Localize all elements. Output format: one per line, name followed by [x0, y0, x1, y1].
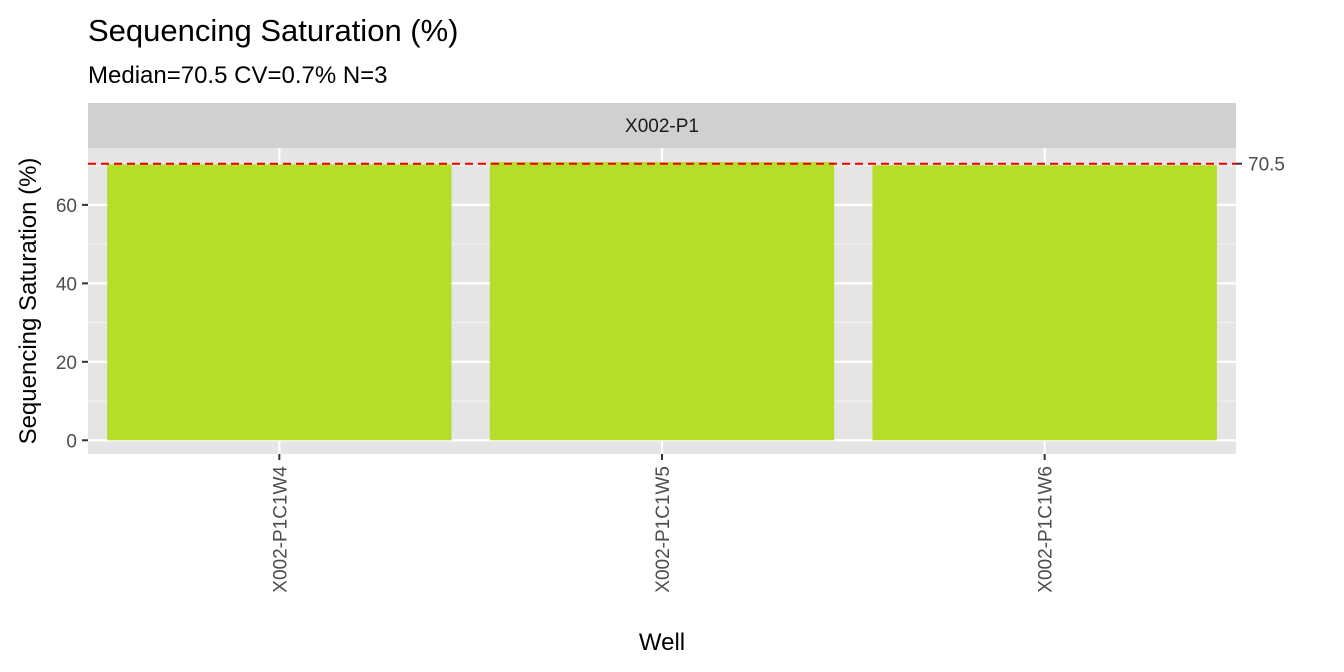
- y-axis: 0 20 40 60: [56, 196, 88, 452]
- x-axis: X002-P1C1W4 X002-P1C1W5 X002-P1C1W6: [270, 454, 1057, 593]
- x-axis-title: Well: [639, 629, 685, 656]
- x-tick-label: X002-P1C1W4: [270, 466, 291, 593]
- median-label: 70.5: [1248, 155, 1285, 176]
- facet-strip: [88, 103, 1236, 148]
- y-tick-label: 20: [56, 353, 77, 374]
- y-tick-label: 40: [56, 274, 77, 295]
- bars: [107, 162, 1217, 441]
- facet-strip-label: X002-P1: [625, 116, 699, 137]
- y-axis-title: Sequencing Saturation (%): [15, 158, 42, 445]
- reference-line: 70.5: [88, 155, 1285, 176]
- chart-title: Sequencing Saturation (%): [88, 13, 459, 48]
- bar: [872, 165, 1217, 441]
- y-tick-label: 0: [66, 431, 77, 452]
- chart-subtitle: Median=70.5 CV=0.7% N=3: [88, 62, 388, 89]
- x-tick-label: X002-P1C1W5: [653, 466, 674, 593]
- x-tick-label: X002-P1C1W6: [1036, 466, 1057, 593]
- bar: [107, 164, 452, 441]
- bar: [489, 162, 835, 441]
- y-tick-label: 60: [56, 196, 77, 217]
